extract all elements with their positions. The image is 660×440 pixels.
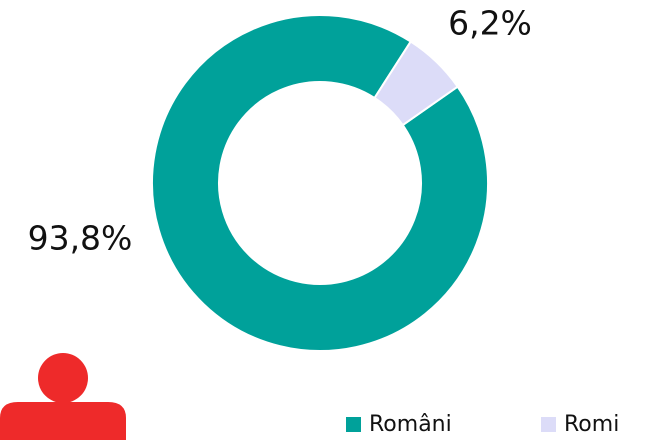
legend-label: Romi <box>564 412 619 437</box>
donut-slice <box>373 40 460 127</box>
value-label: 93,8% <box>28 219 133 258</box>
legend-swatch <box>541 417 556 432</box>
donut-slice <box>151 14 489 352</box>
legend-label: Români <box>369 412 452 437</box>
person-icon <box>0 353 126 440</box>
legend-swatch <box>346 417 361 432</box>
value-label: 6,2% <box>448 4 532 43</box>
